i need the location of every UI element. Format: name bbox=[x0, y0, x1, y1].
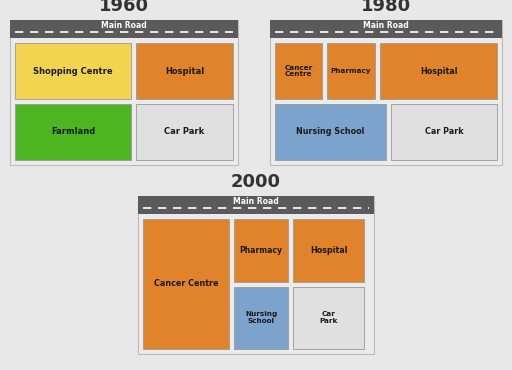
Text: Hospital: Hospital bbox=[165, 67, 204, 75]
Text: 1980: 1980 bbox=[361, 0, 411, 15]
Bar bbox=[293, 219, 364, 282]
Text: Hospital: Hospital bbox=[420, 67, 458, 75]
Text: Pharmacy: Pharmacy bbox=[331, 68, 371, 74]
Text: Hospital: Hospital bbox=[310, 246, 347, 255]
Text: Cancer Centre: Cancer Centre bbox=[154, 279, 218, 289]
Bar bbox=[15, 104, 131, 160]
Bar bbox=[143, 219, 229, 349]
Text: Nursing School: Nursing School bbox=[296, 128, 365, 137]
Bar bbox=[136, 43, 233, 99]
Bar bbox=[391, 104, 497, 160]
Bar bbox=[10, 20, 238, 38]
Bar bbox=[10, 20, 238, 165]
Text: Shopping Centre: Shopping Centre bbox=[33, 67, 113, 75]
Text: Nursing
School: Nursing School bbox=[245, 311, 277, 324]
Bar bbox=[270, 20, 502, 165]
Text: Cancer
Centre: Cancer Centre bbox=[284, 64, 312, 77]
Bar bbox=[380, 43, 497, 99]
Text: 1960: 1960 bbox=[99, 0, 149, 15]
Bar bbox=[293, 286, 364, 349]
Bar bbox=[138, 196, 374, 354]
Text: Main Road: Main Road bbox=[233, 197, 279, 206]
Text: Car Park: Car Park bbox=[424, 128, 463, 137]
Text: Main Road: Main Road bbox=[363, 21, 409, 30]
Bar bbox=[234, 286, 288, 349]
Text: Main Road: Main Road bbox=[101, 21, 147, 30]
Bar bbox=[138, 196, 374, 214]
Bar bbox=[327, 43, 375, 99]
Bar bbox=[270, 20, 502, 38]
Bar bbox=[234, 219, 288, 282]
Bar bbox=[275, 104, 386, 160]
Text: Car
Park: Car Park bbox=[319, 311, 338, 324]
Bar bbox=[275, 43, 322, 99]
Text: Pharmacy: Pharmacy bbox=[240, 246, 283, 255]
Text: 2000: 2000 bbox=[231, 173, 281, 191]
Text: Farmland: Farmland bbox=[51, 128, 95, 137]
Text: Car Park: Car Park bbox=[164, 128, 205, 137]
Bar bbox=[136, 104, 233, 160]
Bar bbox=[15, 43, 131, 99]
